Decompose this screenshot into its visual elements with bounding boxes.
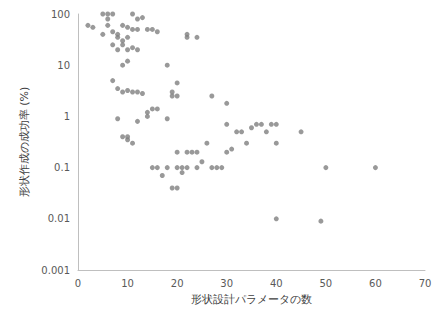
svg-text:0.1: 0.1 <box>54 162 70 173</box>
svg-text:10: 10 <box>57 60 70 71</box>
svg-text:0.001: 0.001 <box>41 265 70 276</box>
svg-text:100: 100 <box>51 9 70 20</box>
svg-text:形状設計パラメータの数: 形状設計パラメータの数 <box>191 293 312 306</box>
svg-text:50: 50 <box>319 278 332 289</box>
svg-text:20: 20 <box>171 278 184 289</box>
svg-text:1: 1 <box>64 111 70 122</box>
svg-text:10: 10 <box>121 278 134 289</box>
svg-text:0: 0 <box>75 278 81 289</box>
svg-text:40: 40 <box>270 278 283 289</box>
svg-text:60: 60 <box>369 278 382 289</box>
svg-text:形状作成の成功率 (%): 形状作成の成功率 (%) <box>18 87 31 198</box>
svg-text:0.01: 0.01 <box>48 213 70 224</box>
svg-text:70: 70 <box>419 278 432 289</box>
svg-text:30: 30 <box>220 278 233 289</box>
